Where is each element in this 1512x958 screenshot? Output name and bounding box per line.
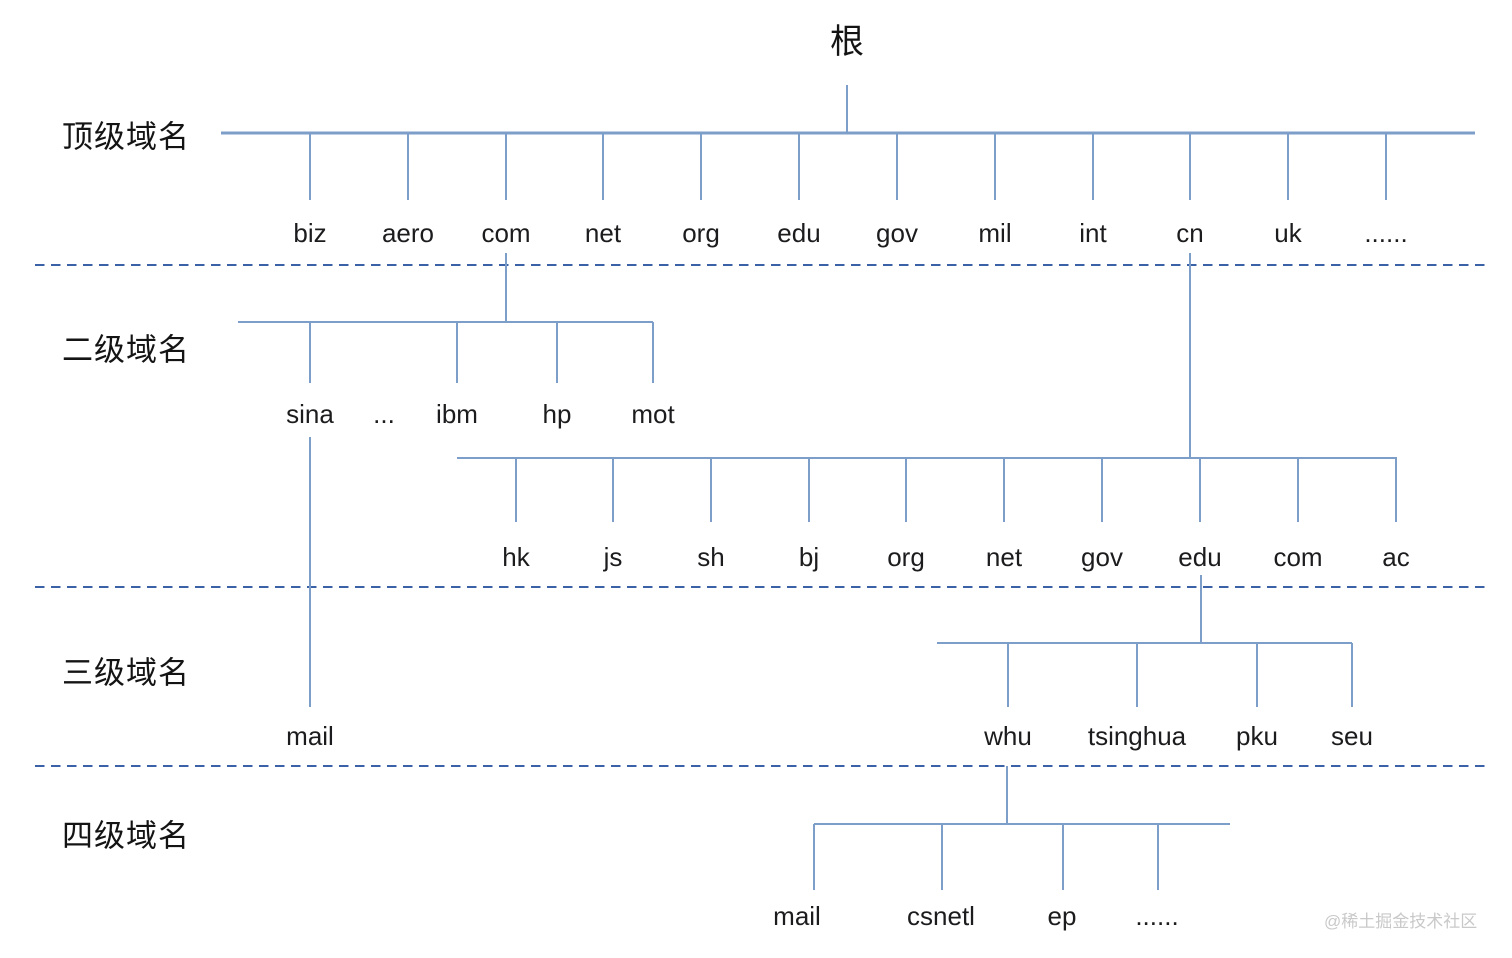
- tree-node-org: org: [887, 542, 925, 572]
- tree-node-hp: hp: [542, 399, 572, 429]
- tree-node-mil: mil: [978, 218, 1012, 248]
- tree-node-net: net: [985, 542, 1023, 572]
- tree-node-whu: whu: [984, 721, 1032, 751]
- tree-node-ac: ac: [1382, 542, 1410, 572]
- tree-node-com: com: [1273, 542, 1323, 572]
- tree-node-ibm: ibm: [436, 399, 478, 429]
- tree-node-edu: edu: [1178, 542, 1222, 572]
- tree-node-net: net: [584, 218, 622, 248]
- level-label-3: 三级域名: [62, 655, 190, 691]
- tree-node-js: js: [603, 542, 623, 572]
- tree-node-mail: mail: [286, 721, 334, 751]
- tree-node-dots: ......: [1135, 901, 1179, 931]
- tree-node-mot: mot: [631, 399, 675, 429]
- tree-node-int: int: [1079, 218, 1107, 248]
- tree-node-dots: ......: [1364, 218, 1408, 248]
- tree-node-com: com: [481, 218, 531, 248]
- tree-node-mail: mail: [773, 901, 821, 931]
- tree-node-biz: biz: [293, 218, 327, 248]
- tree-node-bj: bj: [798, 542, 820, 572]
- tree-node-uk: uk: [1274, 218, 1302, 248]
- tree-node-aero: aero: [381, 218, 435, 248]
- tree-node-tsinghua: tsinghua: [1087, 721, 1187, 751]
- tree-node-ep: ep: [1047, 901, 1077, 931]
- tree-node-hk: hk: [502, 542, 530, 572]
- tree-node-sh: sh: [697, 542, 725, 572]
- tree-node-seu: seu: [1331, 721, 1373, 751]
- watermark: @稀土掘金技术社区: [1324, 912, 1478, 931]
- level-label-1: 顶级域名: [62, 119, 190, 155]
- tree-node-pku: pku: [1236, 721, 1278, 751]
- tree-node-csnetl: csnetl: [907, 901, 975, 931]
- tree-node-gov: gov: [1081, 542, 1123, 572]
- root-node-label: 根: [830, 23, 864, 61]
- level-label-2: 二级域名: [62, 332, 190, 368]
- tree-node-cn: cn: [1176, 218, 1204, 248]
- tree-node-sina: sina: [286, 399, 334, 429]
- tree-node-dots: ...: [373, 399, 395, 429]
- tree-node-edu: edu: [777, 218, 821, 248]
- level-label-4: 四级域名: [62, 818, 190, 854]
- tree-node-org: org: [682, 218, 720, 248]
- tree-node-gov: gov: [876, 218, 918, 248]
